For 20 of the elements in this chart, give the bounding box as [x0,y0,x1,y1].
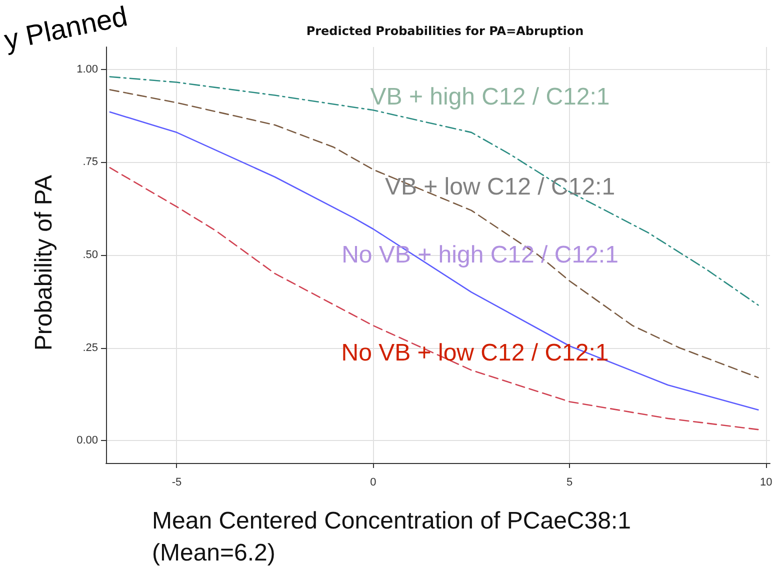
annotation: VB + high C12 / C12:1 [370,84,610,110]
y-axis-title: Probability of PA [30,175,58,351]
chart-title: Predicted Probabilities for PA=Abruption [306,24,584,38]
annotation: No VB + high C12 / C12:1 [342,242,618,268]
x-tick-label: 10 [760,476,772,488]
annotation: y Planned [2,0,130,56]
line-series [109,89,759,378]
y-tick-label: 1.00 [76,63,98,76]
y-tick-label: 0.00 [76,434,98,447]
y-tick-label: .75 [82,156,98,168]
y-tick-label: .25 [82,342,98,354]
line-series [109,167,759,430]
x-tick-label: -5 [172,476,182,488]
x-tick-label: 0 [370,476,376,488]
x-tick-label: 5 [566,476,573,488]
annotation: VB + low C12 / C12:1 [384,174,616,200]
x-axis-title: Mean Centered Concentration of PCaeC38:1 (Mean=6.2) [152,508,631,566]
line-series [109,76,759,306]
line-series [109,111,759,411]
y-tick-label: .50 [82,249,98,261]
